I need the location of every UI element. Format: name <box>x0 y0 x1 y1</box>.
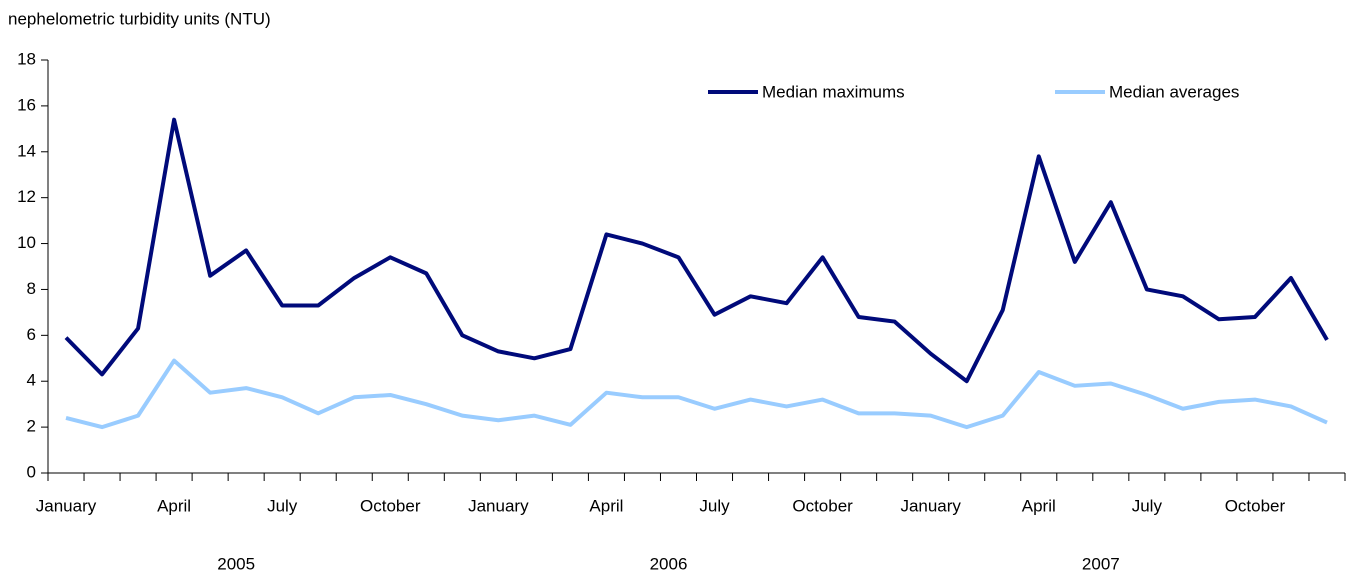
x-tick-label: January <box>36 496 97 515</box>
legend-label: Median averages <box>1109 82 1239 101</box>
x-tick-label: January <box>468 496 529 515</box>
y-tick-label: 6 <box>27 325 36 344</box>
y-tick-label: 8 <box>27 279 36 298</box>
y-tick-label: 12 <box>17 187 36 206</box>
series-line <box>65 358 1328 430</box>
year-label: 2005 <box>217 554 255 573</box>
y-tick-label: 0 <box>27 462 36 481</box>
legend-label: Median maximums <box>762 82 905 101</box>
y-tick-label: 16 <box>17 95 36 114</box>
x-tick-label: July <box>267 496 298 515</box>
x-tick-label: April <box>157 496 191 515</box>
y-tick-label: 4 <box>27 371 36 390</box>
x-tick-label: January <box>900 496 961 515</box>
series-line <box>64 117 1329 384</box>
y-axis-label: nephelometric turbidity units (NTU) <box>8 9 271 28</box>
x-tick-label: July <box>699 496 730 515</box>
y-tick-label: 18 <box>17 49 36 68</box>
y-tick-label: 14 <box>17 141 36 160</box>
x-tick-label: April <box>589 496 623 515</box>
x-tick-label: October <box>1225 496 1286 515</box>
y-tick-label: 10 <box>17 233 36 252</box>
x-tick-label: April <box>1022 496 1056 515</box>
x-tick-label: October <box>792 496 853 515</box>
y-tick-label: 2 <box>27 417 36 436</box>
x-tick-label: July <box>1132 496 1163 515</box>
year-label: 2007 <box>1082 554 1120 573</box>
x-tick-label: October <box>360 496 421 515</box>
year-label: 2006 <box>650 554 688 573</box>
